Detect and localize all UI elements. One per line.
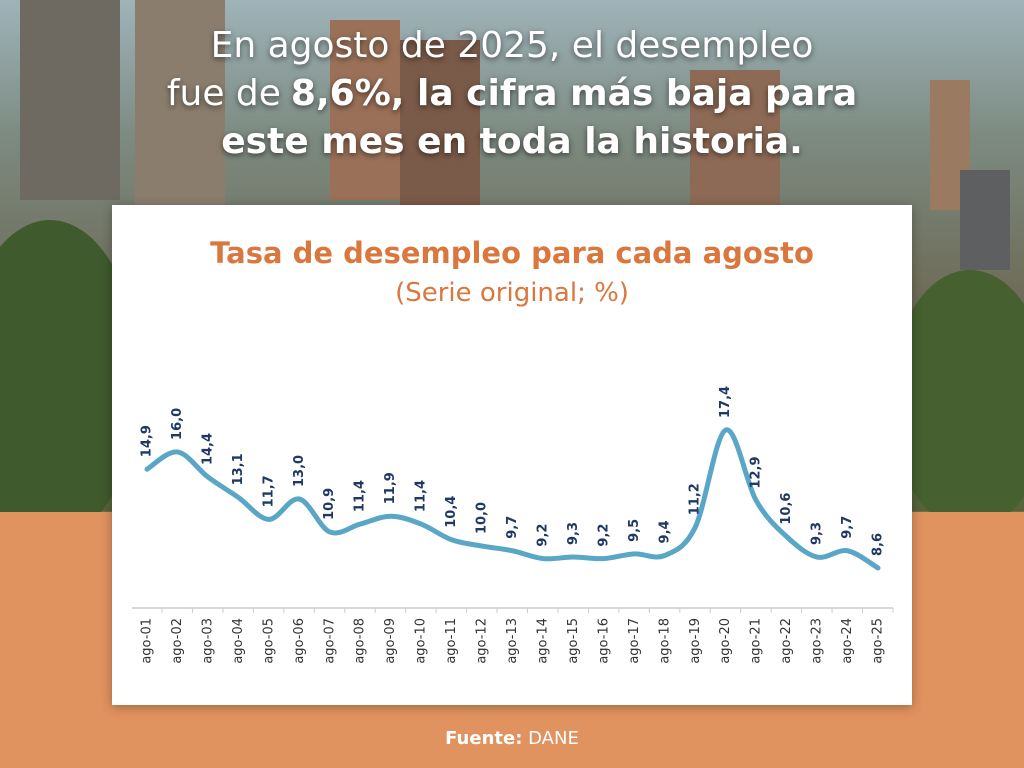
value-label: 9,7 bbox=[505, 516, 520, 539]
x-tick-label: ago-25 bbox=[871, 618, 886, 664]
x-tick-label: ago-16 bbox=[596, 618, 611, 664]
x-tick-label: ago-20 bbox=[718, 618, 733, 664]
x-tick-label: ago-09 bbox=[383, 618, 398, 664]
headline: En agosto de 2025, el desempleo fue de 8,… bbox=[0, 22, 1024, 166]
value-label: 13,1 bbox=[231, 453, 246, 485]
x-tick-label: ago-06 bbox=[292, 618, 307, 664]
x-tick-label: ago-15 bbox=[566, 618, 581, 664]
x-tick-label: ago-10 bbox=[414, 618, 429, 664]
value-label: 13,0 bbox=[292, 455, 307, 487]
x-tick-label: ago-04 bbox=[231, 618, 246, 664]
value-label: 11,4 bbox=[353, 480, 368, 512]
value-label: 10,6 bbox=[779, 493, 794, 525]
value-label: 14,9 bbox=[140, 425, 155, 457]
value-label: 11,9 bbox=[383, 472, 398, 504]
x-tick-label: ago-11 bbox=[444, 618, 459, 664]
data-line bbox=[144, 427, 881, 571]
x-tick-label: ago-17 bbox=[627, 618, 642, 664]
value-label: 10,4 bbox=[444, 496, 459, 528]
chart: Tasa de desempleo para cada agosto (Seri… bbox=[132, 236, 894, 664]
x-tick-label: ago-14 bbox=[535, 618, 550, 664]
x-tick-label: ago-24 bbox=[840, 618, 855, 664]
footer-source: DANE bbox=[528, 728, 579, 749]
x-tick-label: ago-12 bbox=[475, 618, 490, 664]
city-background bbox=[0, 0, 1024, 512]
x-tick-label: ago-01 bbox=[140, 618, 155, 664]
x-tick-label: ago-23 bbox=[810, 618, 825, 664]
value-label: 16,0 bbox=[170, 408, 185, 440]
value-label: 10,9 bbox=[322, 488, 337, 520]
x-tick-label: ago-03 bbox=[200, 618, 215, 664]
value-label: 9,2 bbox=[596, 524, 611, 547]
chart-subtitle: (Serie original; %) bbox=[395, 278, 629, 308]
headline-text: En agosto de 2025, el desempleo bbox=[210, 25, 814, 66]
value-label: 9,5 bbox=[627, 519, 642, 542]
x-tick-label: ago-22 bbox=[779, 618, 794, 664]
footer: Fuente: DANE bbox=[0, 728, 1024, 749]
x-tick-label: ago-19 bbox=[688, 618, 703, 664]
headline-bold: este mes en toda la historia. bbox=[221, 121, 803, 162]
value-label: 11,2 bbox=[688, 483, 703, 515]
value-label: 10,0 bbox=[475, 502, 490, 534]
value-label: 9,4 bbox=[657, 520, 672, 543]
value-label: 12,9 bbox=[749, 456, 764, 488]
x-tick-label: ago-21 bbox=[749, 618, 764, 664]
headline-bold: 8,6%, la cifra más baja para bbox=[290, 73, 858, 114]
x-tick-label: ago-07 bbox=[322, 618, 337, 664]
value-label: 11,7 bbox=[261, 475, 276, 507]
value-label: 8,6 bbox=[871, 533, 886, 556]
value-label: 9,3 bbox=[810, 522, 825, 545]
value-label: 14,4 bbox=[200, 433, 215, 465]
value-label: 9,2 bbox=[535, 524, 550, 547]
value-label: 9,3 bbox=[566, 522, 581, 545]
headline-text: fue de bbox=[166, 73, 281, 114]
value-label: 9,7 bbox=[840, 516, 855, 539]
x-tick-label: ago-18 bbox=[657, 618, 672, 664]
chart-title: Tasa de desempleo para cada agosto bbox=[210, 236, 814, 270]
x-tick-label: ago-05 bbox=[261, 618, 276, 664]
chart-card: Tasa de desempleo para cada agosto (Seri… bbox=[112, 205, 912, 705]
value-label: 11,4 bbox=[414, 480, 429, 512]
x-tick-label: ago-02 bbox=[170, 618, 185, 664]
value-label: 17,4 bbox=[718, 386, 733, 418]
x-tick-label: ago-08 bbox=[353, 618, 368, 664]
footer-label: Fuente: bbox=[445, 728, 523, 749]
x-tick-label: ago-13 bbox=[505, 618, 520, 664]
